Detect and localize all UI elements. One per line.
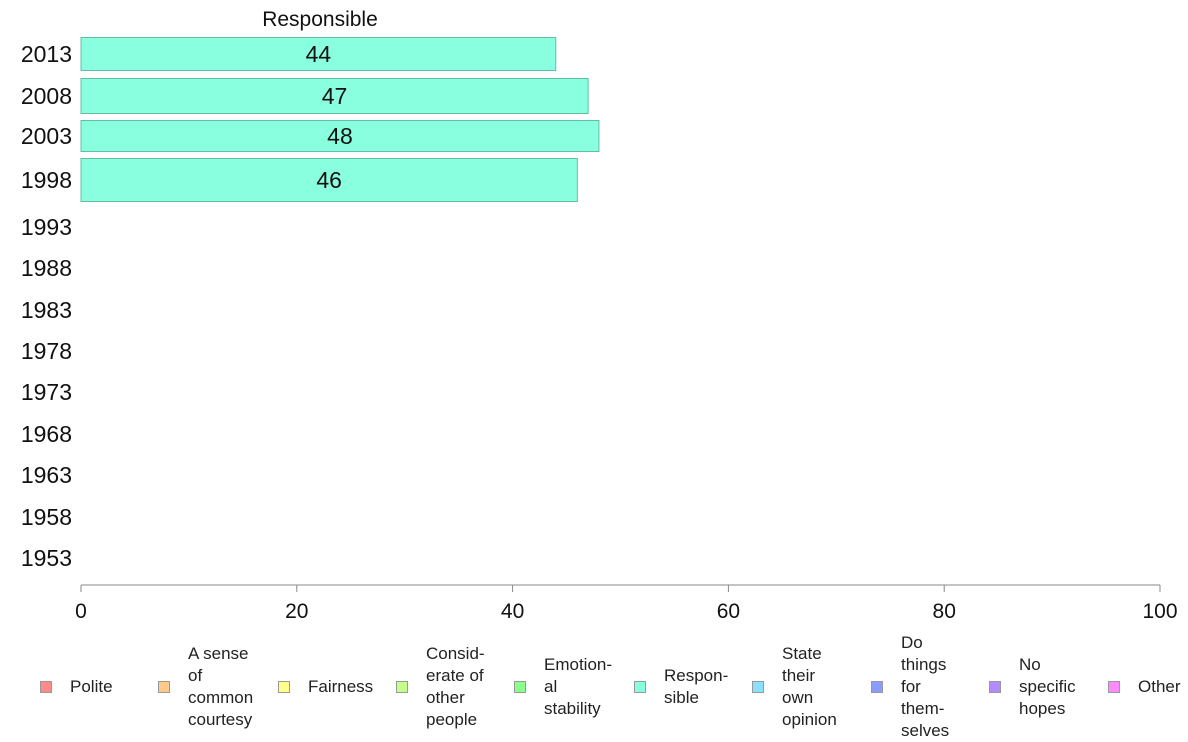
legend-swatch xyxy=(634,681,646,693)
legend-label: Emotion- al stability xyxy=(544,655,613,718)
y-tick-label: 2013 xyxy=(21,41,72,67)
chart-title: Responsible xyxy=(262,8,378,31)
y-tick-label: 1993 xyxy=(21,214,72,240)
legend-swatch xyxy=(396,681,408,693)
legend-item: Consid- erate of other people xyxy=(396,640,485,734)
x-tick-label: 40 xyxy=(501,600,524,623)
legend-label: Do things for them- selves xyxy=(901,633,950,740)
legend-item: No specific hopes xyxy=(989,640,1076,734)
legend-swatch xyxy=(278,681,290,693)
legend-swatch xyxy=(871,681,883,693)
bar-value-label: 44 xyxy=(306,41,332,67)
y-tick-label: 1963 xyxy=(21,462,72,488)
bar-value-label: 46 xyxy=(316,167,342,193)
legend-label: Respon- sible xyxy=(664,666,729,707)
legend-swatch xyxy=(514,681,526,693)
legend-item: Do things for them- selves xyxy=(871,633,949,740)
legend-label: State their own opinion xyxy=(782,644,837,729)
legend-item: Respon- sible xyxy=(634,640,728,734)
legend-swatch xyxy=(158,681,170,693)
legend-swatch xyxy=(752,681,764,693)
legend-label: Fairness xyxy=(308,677,374,696)
bar-value-label: 48 xyxy=(327,123,353,149)
bar xyxy=(80,37,557,71)
legend-item: State their own opinion xyxy=(752,640,837,734)
x-tick-label: 80 xyxy=(933,600,956,623)
x-tick-label: 60 xyxy=(717,600,740,623)
x-tick-label: 0 xyxy=(75,600,87,623)
legend: Polite A sense of common courtesy Fairness… xyxy=(0,633,1188,740)
legend-label: Polite xyxy=(70,677,113,696)
legend-item: Emotion- al stability xyxy=(514,640,612,734)
legend-label: A sense of common courtesy xyxy=(188,644,254,729)
legend-label: Other xyxy=(1138,677,1181,696)
y-tick-label: 1973 xyxy=(21,379,72,405)
y-tick-label: 1983 xyxy=(21,297,72,323)
legend-swatch xyxy=(989,681,1001,693)
y-tick-label: 1988 xyxy=(21,255,72,281)
bar-value-label: 47 xyxy=(322,83,348,109)
x-tick-label: 20 xyxy=(285,600,308,623)
x-tick-label: 100 xyxy=(1142,600,1177,623)
y-tick-label: 1978 xyxy=(21,338,72,364)
y-tick-label: 2003 xyxy=(21,123,72,149)
y-tick-label: 1958 xyxy=(21,504,72,530)
y-tick-label: 2008 xyxy=(21,83,72,109)
bar xyxy=(80,120,600,152)
legend-swatch xyxy=(1108,681,1120,693)
y-tick-label: 1998 xyxy=(21,167,72,193)
legend-item: Polite xyxy=(40,640,113,734)
legend-label: No specific hopes xyxy=(1019,655,1076,718)
bar xyxy=(80,78,589,114)
legend-label: Consid- erate of other people xyxy=(426,644,485,729)
bar xyxy=(80,158,578,202)
legend-item: Fairness xyxy=(278,640,373,734)
y-tick-label: 1968 xyxy=(21,421,72,447)
legend-swatch xyxy=(40,681,52,693)
legend-item: Other xyxy=(1108,640,1181,734)
bar-chart: Responsible 44 47 48 46 2013 2008 2003 1998 199… xyxy=(21,8,1178,623)
legend-item: A sense of common courtesy xyxy=(158,640,253,734)
y-tick-label: 1953 xyxy=(21,545,72,571)
